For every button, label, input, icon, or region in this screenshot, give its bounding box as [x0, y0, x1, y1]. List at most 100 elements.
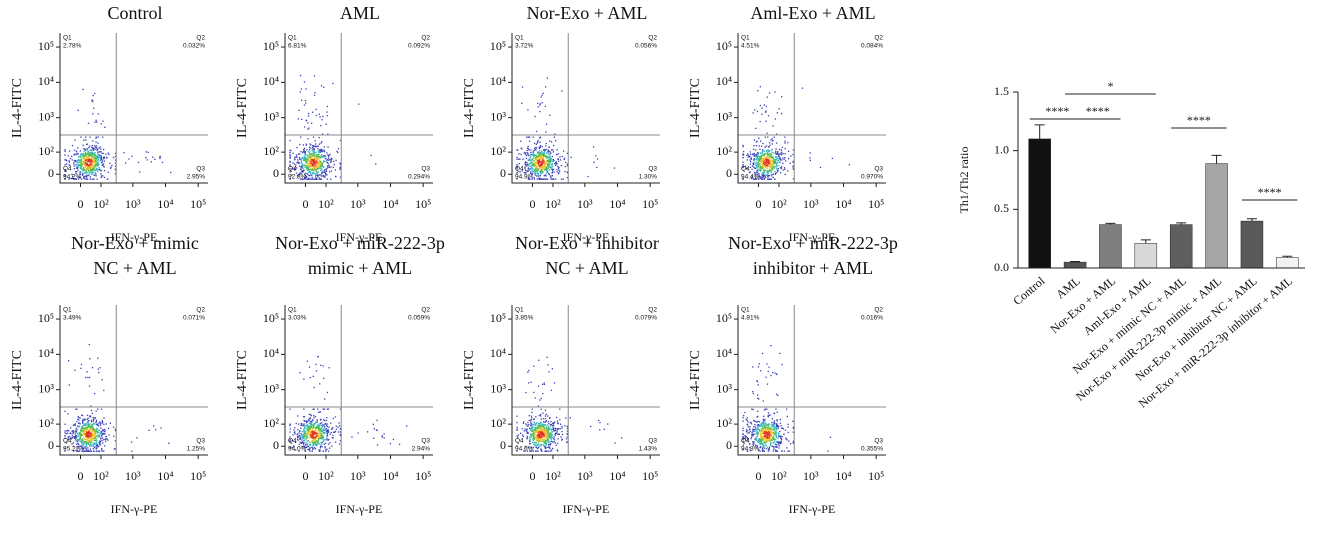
event-dot: [776, 112, 778, 114]
event-dot: [90, 178, 92, 180]
event-dot: [72, 175, 74, 178]
event-dot: [777, 432, 780, 434]
event-dot: [89, 176, 91, 178]
event-dot: [311, 436, 313, 438]
y-tick-label: 10⁵: [490, 311, 506, 325]
event-dot: [305, 438, 307, 440]
event-dot: [530, 381, 532, 383]
event-dot: [313, 94, 316, 96]
event-dot: [750, 177, 753, 180]
event-dot: [80, 434, 82, 436]
event-dot: [761, 113, 763, 115]
event-dot: [312, 441, 314, 443]
event-dot: [753, 139, 756, 141]
event-dot: [86, 418, 88, 420]
event-dot: [97, 142, 99, 144]
event-dot: [783, 158, 785, 160]
event-dot: [555, 164, 557, 166]
event-dot: [760, 155, 762, 157]
event-dot: [516, 168, 518, 170]
event-dot: [545, 444, 548, 446]
event-dot: [756, 156, 759, 158]
event-dot: [307, 425, 310, 427]
event-dot: [787, 423, 789, 425]
event-dot: [315, 443, 317, 445]
event-dot: [76, 162, 78, 164]
event-dot: [94, 153, 96, 155]
event-dot: [91, 442, 93, 444]
event-dot: [541, 430, 543, 432]
event-dot: [524, 428, 526, 430]
event-dot: [88, 450, 90, 452]
event-dot: [308, 166, 310, 169]
y-tick-label: 10²: [716, 144, 732, 158]
event-dot: [78, 426, 80, 428]
event-dot: [80, 155, 82, 157]
event-dot: [313, 172, 315, 175]
event-dot: [530, 153, 532, 156]
event-dot: [310, 144, 312, 146]
event-dot: [86, 171, 88, 174]
event-dot: [97, 445, 99, 447]
event-dot: [73, 423, 76, 426]
event-dot: [773, 162, 775, 165]
event-dot: [317, 158, 319, 160]
event-dot: [777, 443, 780, 445]
event-dot: [321, 175, 323, 177]
event-dot: [289, 157, 291, 159]
event-dot: [77, 178, 80, 180]
event-dot: [546, 169, 548, 171]
event-dot: [66, 430, 68, 432]
event-dot: [756, 431, 758, 433]
event-dot: [747, 421, 749, 423]
event-dot: [314, 429, 316, 431]
event-dot: [784, 153, 786, 155]
event-dot: [534, 437, 536, 439]
event-dot: [88, 440, 90, 442]
event-dot: [516, 429, 518, 431]
event-dot: [81, 414, 83, 416]
event-dot: [531, 417, 533, 419]
event-dot: [774, 427, 776, 429]
event-dot: [533, 437, 536, 439]
event-dot: [170, 171, 172, 174]
event-dot: [64, 447, 66, 449]
event-dot: [97, 432, 100, 434]
event-dot: [543, 382, 545, 384]
event-dot: [312, 434, 314, 437]
event-dot: [91, 99, 93, 102]
event-dot: [760, 434, 762, 437]
event-dot: [310, 161, 312, 164]
event-dot: [103, 417, 105, 419]
event-dot: [92, 101, 94, 103]
event-dot: [103, 158, 105, 160]
event-dot: [307, 445, 310, 448]
event-dot: [99, 434, 101, 436]
event-dot: [94, 158, 96, 160]
event-dot: [760, 430, 762, 432]
event-dot: [778, 441, 780, 443]
event-dot: [323, 170, 325, 172]
event-dot: [309, 151, 311, 153]
event-dot: [309, 443, 312, 446]
event-dot: [294, 169, 296, 171]
event-dot: [554, 442, 556, 444]
event-dot: [85, 433, 87, 435]
event-dot: [113, 435, 115, 437]
event-dot: [87, 450, 89, 452]
event-dot: [319, 178, 322, 180]
event-dot: [546, 163, 548, 166]
event-dot: [89, 440, 91, 442]
x-tick-label: 10³: [125, 469, 141, 483]
x-tick-label: 0: [77, 197, 83, 211]
event-dot: [326, 167, 328, 170]
event-dot: [92, 167, 94, 169]
event-dot: [310, 154, 313, 156]
event-dot: [764, 153, 766, 155]
event-dot: [91, 430, 93, 432]
event-dot: [763, 104, 765, 106]
event-dot: [540, 427, 542, 429]
event-dot: [322, 428, 324, 430]
event-dot: [516, 164, 518, 166]
event-dot: [102, 136, 104, 138]
